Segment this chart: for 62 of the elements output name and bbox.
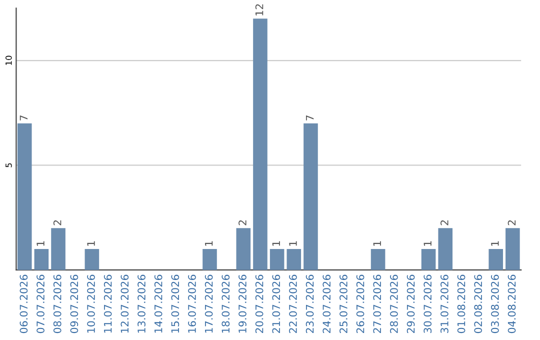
data-label: 2 (53, 220, 62, 226)
bar (236, 228, 251, 270)
x-tick-label: 24.07.2026 (322, 274, 331, 334)
bar (286, 249, 302, 270)
x-tick-label: 30.07.2026 (424, 274, 432, 333)
x-tick-label: 07.07.2026 (36, 274, 44, 334)
x-tick-label: 31.07.2026 (440, 274, 448, 333)
x-tick-label: 23.07.2026 (306, 274, 314, 334)
x-tick-label: 26.07.2026 (356, 274, 364, 334)
bar (304, 123, 318, 270)
x-tick-label: 11.07.2026 (104, 274, 112, 333)
bar (421, 249, 436, 270)
data-label: 1 (272, 241, 280, 246)
bar (270, 249, 284, 270)
data-label: 7 (306, 116, 314, 120)
x-tick-label: 21.07.2026 (272, 274, 280, 334)
x-tick-label: 13.07.2026 (138, 274, 146, 333)
x-tick-label: 27.07.2026 (373, 274, 382, 334)
x-tick-label: 15.07.2026 (171, 274, 180, 333)
x-tick-label: 04.08.2026 (508, 274, 516, 334)
x-tick-label: 12.07.2026 (120, 274, 129, 333)
y-tick-label: 10 (6, 56, 12, 65)
x-tick-label: 16.07.2026 (188, 274, 196, 333)
bar (438, 228, 453, 270)
x-tick-label: 20.07.2026 (255, 274, 264, 334)
data-label: 7 (20, 116, 28, 120)
data-label: 1 (36, 241, 44, 246)
data-label: 2 (440, 220, 448, 226)
data-label: 1 (289, 241, 297, 246)
bar (34, 249, 49, 270)
bar (202, 249, 217, 270)
x-tick-label: 14.07.2026 (154, 274, 162, 333)
bar (84, 249, 100, 270)
x-tick-label: 03.08.2026 (491, 274, 499, 334)
bar (253, 18, 268, 270)
x-tick-label: 22.07.2026 (289, 274, 297, 334)
bar (488, 249, 504, 270)
x-tick-label: 02.08.2026 (474, 274, 482, 334)
data-label: 1 (87, 241, 95, 246)
x-tick-label: 06.07.2026 (20, 274, 28, 334)
x-tick-label: 25.07.2026 (340, 274, 348, 334)
x-tick-label: 01.08.2026 (457, 274, 466, 334)
data-label: 1 (205, 241, 213, 246)
data-label: 2 (238, 220, 246, 226)
x-tick-label: 18.07.2026 (222, 274, 230, 333)
bar (370, 249, 386, 270)
x-tick-label: 28.07.2026 (390, 274, 398, 334)
x-tick-label: 29.07.2026 (406, 274, 415, 334)
x-tick-label: 17.07.2026 (204, 274, 213, 333)
x-tick-label: 08.07.2026 (53, 274, 62, 334)
x-tick-label: 09.07.2026 (70, 274, 78, 334)
data-label: 1 (424, 241, 432, 246)
x-tick-label: 19.07.2026 (238, 274, 246, 333)
bar (506, 228, 520, 270)
data-label: 1 (491, 241, 499, 246)
bar (17, 123, 32, 270)
data-label: 2 (508, 220, 516, 226)
data-label: 1 (373, 241, 381, 246)
bar (51, 228, 66, 270)
x-tick-label: 10.07.2026 (87, 274, 95, 333)
y-tick-label: 5 (6, 163, 12, 168)
data-label: 12 (255, 4, 264, 16)
